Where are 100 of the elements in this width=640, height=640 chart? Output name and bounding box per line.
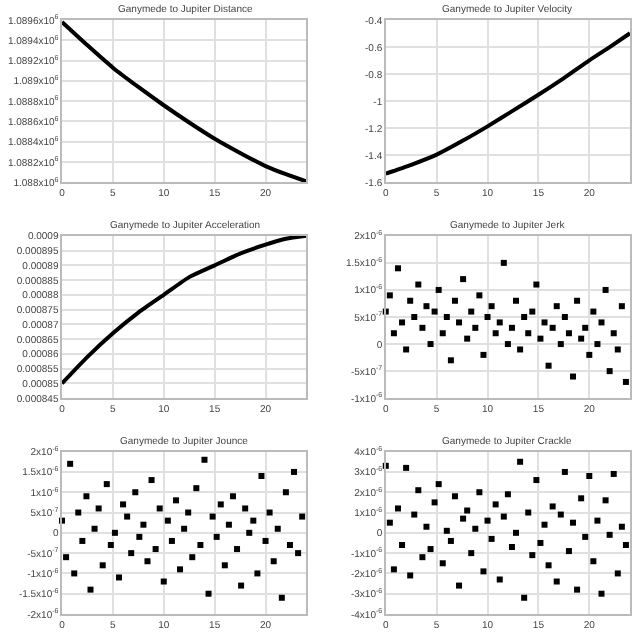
point [537, 539, 544, 546]
point [513, 529, 520, 536]
point [521, 314, 528, 320]
point [476, 489, 483, 496]
point [545, 362, 552, 369]
point [614, 346, 621, 353]
point [586, 351, 593, 358]
point [594, 341, 601, 348]
point [570, 519, 577, 526]
point [107, 542, 114, 548]
point [614, 570, 621, 577]
point [443, 527, 450, 534]
point [427, 341, 434, 348]
point [610, 330, 617, 337]
point [111, 529, 118, 536]
point [419, 324, 426, 331]
point [537, 335, 544, 342]
point [390, 330, 397, 337]
point [124, 513, 131, 520]
point [411, 511, 418, 518]
point [590, 558, 597, 565]
point [468, 308, 475, 315]
point [83, 493, 90, 500]
point [525, 330, 532, 337]
point [508, 544, 515, 551]
point [144, 558, 151, 565]
point [435, 481, 442, 488]
point [278, 594, 285, 601]
point [172, 497, 179, 504]
point [451, 493, 458, 500]
point [185, 509, 192, 516]
point [164, 517, 171, 524]
point [262, 537, 269, 544]
point [274, 525, 281, 532]
point [447, 357, 454, 364]
point [87, 586, 94, 593]
point [386, 292, 393, 299]
point [508, 324, 515, 331]
point [431, 308, 438, 315]
point [606, 531, 613, 538]
point [205, 590, 212, 597]
point [254, 570, 261, 577]
point [484, 314, 491, 320]
point [484, 517, 491, 524]
point [282, 489, 289, 496]
point [246, 529, 253, 536]
point [181, 525, 188, 532]
point [168, 537, 175, 544]
point [431, 499, 438, 506]
point [189, 554, 196, 561]
point [242, 505, 249, 512]
point [148, 477, 155, 484]
point [286, 542, 293, 548]
point [468, 550, 475, 557]
point [270, 558, 277, 565]
point [594, 517, 601, 524]
point [63, 554, 70, 561]
point [598, 590, 605, 597]
point [521, 594, 528, 601]
point [193, 485, 200, 492]
point [500, 259, 507, 266]
point [533, 281, 540, 288]
point [291, 468, 298, 475]
point [561, 314, 568, 320]
point [570, 373, 577, 380]
point [75, 509, 82, 516]
point [427, 546, 434, 553]
point [423, 523, 430, 530]
point [415, 281, 422, 288]
point [525, 509, 532, 516]
point [590, 308, 597, 315]
point [553, 578, 560, 585]
point [456, 582, 463, 589]
point [423, 303, 430, 310]
point [399, 319, 406, 326]
point [407, 572, 414, 579]
point [250, 517, 257, 524]
point [403, 464, 410, 471]
point [234, 546, 241, 553]
point [299, 513, 306, 520]
point [460, 515, 467, 522]
point [394, 505, 401, 512]
point [504, 491, 511, 498]
point [557, 511, 564, 518]
point [557, 341, 564, 348]
point [529, 308, 536, 315]
point [602, 497, 609, 504]
point [618, 303, 625, 310]
point [258, 473, 265, 479]
point [517, 458, 524, 465]
point [456, 319, 463, 326]
point [480, 568, 487, 575]
point [439, 560, 446, 567]
point [606, 368, 613, 375]
point [95, 505, 102, 512]
point [610, 470, 617, 477]
point [407, 297, 414, 304]
point [209, 513, 216, 520]
point [99, 562, 106, 569]
point [574, 297, 581, 304]
